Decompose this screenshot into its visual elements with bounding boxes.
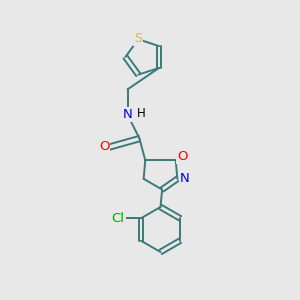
Text: Cl: Cl [112, 212, 125, 225]
Text: O: O [99, 140, 109, 154]
Text: O: O [177, 150, 188, 163]
Text: N: N [180, 172, 190, 185]
Text: N: N [123, 108, 132, 121]
Text: H: H [137, 107, 146, 120]
Text: S: S [134, 32, 142, 45]
